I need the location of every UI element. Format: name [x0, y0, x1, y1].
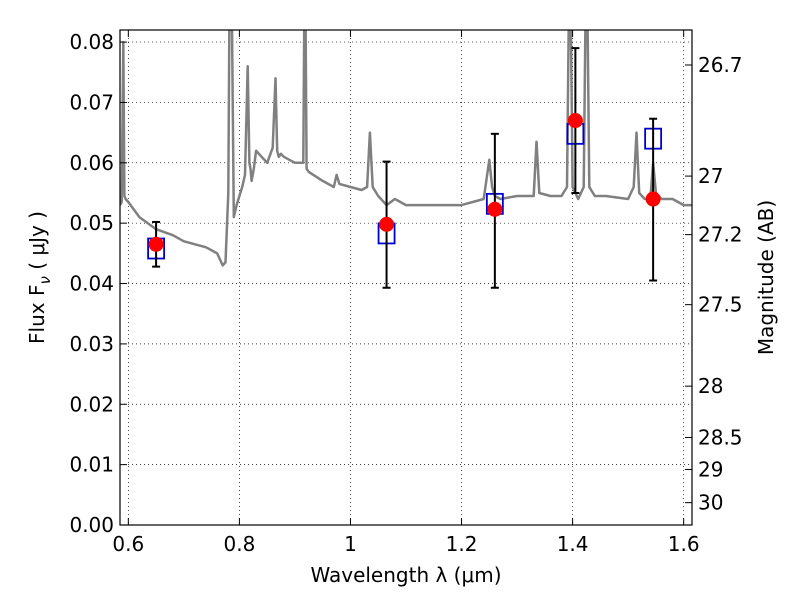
model-photometry-layer	[147, 122, 663, 260]
x-tick-label: 1	[344, 532, 357, 556]
observed-points-layer	[148, 113, 661, 252]
right-tick-label: 27	[698, 164, 723, 188]
y-tick-label: 0.05	[69, 211, 114, 235]
y-axis-label: Flux Fν ( μJy )	[25, 211, 54, 344]
observed-point	[379, 216, 395, 232]
right-tick-label: 30	[698, 491, 723, 515]
right-tick-label: 29	[698, 457, 723, 481]
x-tick-label: 1.2	[446, 532, 478, 556]
observed-point	[567, 113, 583, 129]
x-tick-label: 0.8	[223, 532, 255, 556]
y-tick-label: 0.01	[69, 453, 114, 477]
x-tick-label: 1.4	[557, 532, 589, 556]
right-tick-label: 28.5	[698, 425, 743, 449]
observed-point	[645, 191, 661, 207]
right-tick-label: 26.7	[698, 53, 743, 77]
x-tick-label: 1.6	[668, 532, 700, 556]
grid	[120, 30, 692, 526]
right-tick-label: 28	[698, 374, 723, 398]
x-tick-label: 0.6	[112, 532, 144, 556]
observed-point	[487, 201, 503, 217]
right-tick-label: 27.2	[698, 223, 743, 247]
axes: 0.6 0.8 1 1.2 1.4 1.6 0.00 0.01 0.02 0.03 0.04 0.05…	[69, 30, 743, 556]
y-tick-label: 0.08	[69, 30, 114, 54]
y-tick-label: 0.06	[69, 151, 114, 175]
observed-point	[148, 236, 164, 252]
right-tick-label: 27.5	[698, 293, 743, 317]
model-spectrum-line	[120, 30, 692, 267]
y-tick-label: 0.00	[69, 513, 114, 537]
y-tick-label: 0.07	[69, 90, 114, 114]
y-tick-label: 0.02	[69, 392, 114, 416]
y-tick-label: 0.04	[69, 272, 114, 296]
x-axis-label: Wavelength λ (μm)	[310, 563, 501, 587]
plot-frame	[119, 29, 693, 526]
model-spectrum-layer	[120, 30, 692, 267]
y-tick-label: 0.03	[69, 332, 114, 356]
right-axis-label: Magnitude (AB)	[754, 200, 778, 355]
